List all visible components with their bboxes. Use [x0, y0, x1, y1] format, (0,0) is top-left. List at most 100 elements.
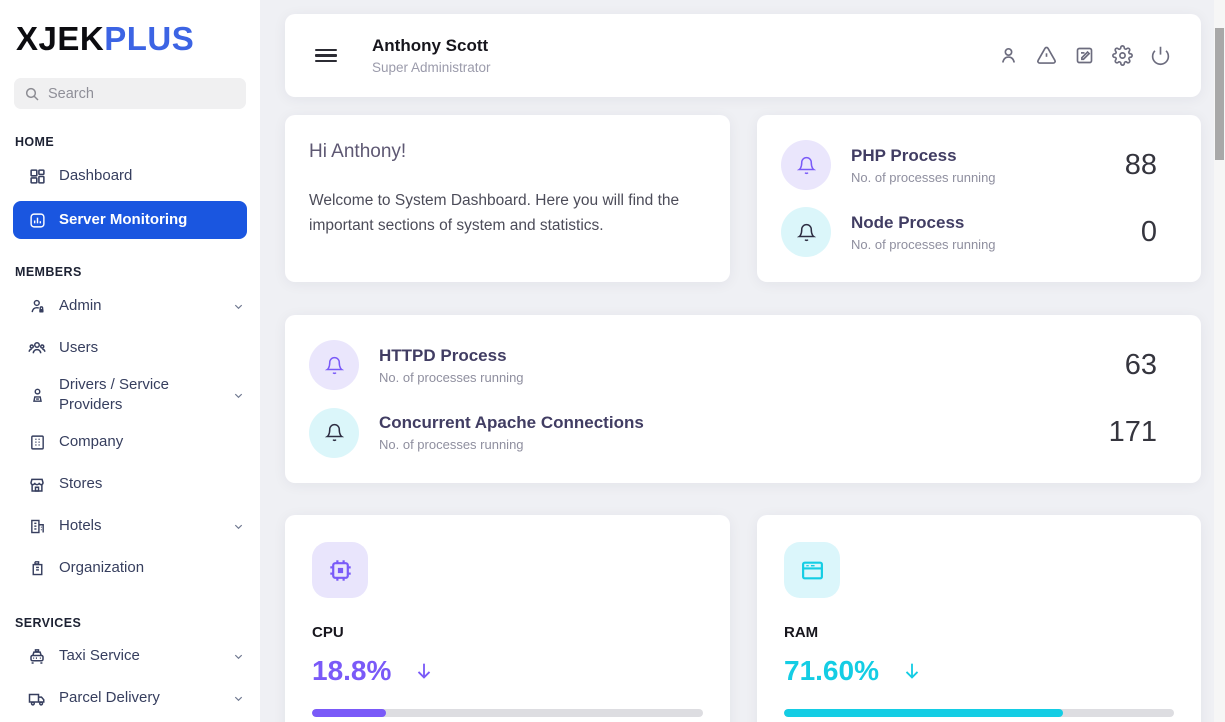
stat-value: 171	[1108, 416, 1157, 449]
hotel-building-icon	[28, 518, 46, 536]
storefront-icon	[28, 476, 46, 494]
scrollbar-thumb[interactable]	[1215, 28, 1224, 160]
user-name: Anthony Scott	[372, 36, 489, 55]
sidebar-item-label: Organization	[59, 559, 145, 577]
cpu-label: CPU	[312, 624, 344, 641]
greeting-text: Hi Anthony!	[309, 141, 407, 162]
chevron-down-icon	[233, 693, 244, 704]
bar-chart-icon	[28, 211, 46, 229]
admin-user-lock-icon	[28, 297, 46, 315]
topbar-actions	[998, 45, 1171, 66]
ram-card: RAM 71.60%	[757, 515, 1201, 722]
brand-logo[interactable]: XJEKPLUS	[0, 0, 260, 64]
stat-row-httpd-process: HTTPD Process No. of processes running 6…	[309, 340, 1177, 391]
page-scrollbar	[1214, 0, 1225, 722]
sidebar-item-taxi-service[interactable]: Taxi Service	[0, 636, 260, 678]
trend-down-icon	[413, 660, 435, 682]
brand-logo-blue: PLUS	[104, 20, 195, 57]
ram-label: RAM	[784, 624, 819, 641]
driver-icon	[28, 386, 46, 404]
sidebar-item-label: Taxi Service	[59, 647, 140, 665]
sidebar: XJEKPLUS HOME Dashboard Server Monitorin…	[0, 0, 260, 722]
bell-icon	[781, 207, 831, 257]
stat-subtitle: No. of processes running	[379, 369, 524, 385]
bell-icon	[309, 407, 359, 458]
menu-toggle-icon[interactable]	[315, 45, 337, 66]
sidebar-item-label: Parcel Delivery	[59, 689, 160, 707]
ram-progress-fill	[784, 709, 1064, 717]
ram-memory-icon	[784, 542, 840, 598]
chevron-down-icon	[233, 521, 244, 532]
chevron-down-icon	[233, 651, 244, 662]
stat-row-php-process: PHP Process No. of processes running 88	[781, 140, 1177, 190]
stat-row-node-process: Node Process No. of processes running 0	[781, 207, 1177, 257]
sidebar-item-hotels[interactable]: Hotels	[0, 506, 260, 548]
sidebar-item-stores[interactable]: Stores	[0, 464, 260, 506]
search-icon	[25, 87, 39, 101]
sidebar-item-label: Admin	[59, 296, 102, 314]
sidebar-item-label: Company	[59, 433, 124, 451]
sidebar-item-dashboard[interactable]: Dashboard	[0, 155, 260, 197]
organization-building-icon	[28, 560, 46, 578]
user-icon[interactable]	[998, 45, 1019, 66]
stat-subtitle: No. of processes running	[851, 236, 996, 252]
brand-logo-dark: XJEK	[16, 20, 105, 57]
sidebar-item-parcel-delivery[interactable]: Parcel Delivery	[0, 678, 260, 720]
settings-gear-icon[interactable]	[1112, 45, 1133, 66]
main-content: Anthony Scott Super Administrator Hi Ant…	[260, 0, 1225, 722]
dashboard-grid-icon	[28, 167, 46, 185]
stat-subtitle: No. of processes running	[851, 169, 996, 185]
company-building-icon	[28, 434, 46, 452]
topbar: Anthony Scott Super Administrator	[285, 14, 1201, 97]
cpu-progress-track	[312, 709, 703, 717]
taxi-icon	[28, 648, 46, 666]
ram-progress-track	[784, 709, 1174, 717]
sidebar-item-label: Hotels	[59, 517, 102, 535]
sidebar-item-label: Users	[59, 338, 99, 356]
delivery-truck-icon	[28, 690, 46, 708]
stat-title: Concurrent Apache Connections	[379, 413, 644, 433]
user-role: Super Administrator	[372, 60, 491, 75]
edit-note-icon[interactable]	[1074, 45, 1095, 66]
trend-down-icon	[901, 660, 923, 682]
bell-icon	[781, 140, 831, 190]
sidebar-section-services: SERVICES	[15, 615, 82, 630]
sidebar-item-admin[interactable]: Admin	[0, 285, 260, 327]
cpu-chip-icon	[312, 542, 368, 598]
welcome-card: Hi Anthony! Welcome to System Dashboard.…	[285, 115, 730, 282]
search-input[interactable]	[48, 85, 236, 102]
power-icon[interactable]	[1150, 45, 1171, 66]
cpu-value: 18.8%	[312, 655, 392, 686]
sidebar-item-drivers-service-providers[interactable]: Drivers / Service Providers	[0, 369, 260, 422]
sidebar-item-server-monitoring[interactable]: Server Monitoring	[13, 201, 247, 239]
stat-value: 88	[1124, 148, 1157, 181]
ram-value-row: 71.60%	[784, 655, 1174, 687]
bell-icon	[309, 340, 359, 391]
stat-title: Node Process	[851, 212, 965, 232]
server-stats-card: HTTPD Process No. of processes running 6…	[285, 315, 1201, 483]
cpu-card: CPU 18.8%	[285, 515, 730, 722]
sidebar-item-company[interactable]: Company	[0, 422, 260, 464]
chevron-down-icon	[233, 301, 244, 312]
stat-subtitle: No. of processes running	[379, 437, 524, 453]
sidebar-item-label: Dashboard	[59, 166, 133, 184]
sidebar-item-label: Drivers / Service Providers	[59, 376, 170, 414]
alert-triangle-icon[interactable]	[1036, 45, 1057, 66]
sidebar-item-label: Stores	[59, 475, 103, 493]
stat-value: 63	[1124, 348, 1157, 381]
users-group-icon	[28, 339, 46, 357]
process-stats-card: PHP Process No. of processes running 88 …	[757, 115, 1201, 282]
sidebar-item-organization[interactable]: Organization	[0, 548, 260, 590]
sidebar-section-members: MEMBERS	[15, 265, 82, 279]
ram-value: 71.60%	[784, 655, 879, 686]
stat-value: 0	[1140, 215, 1157, 248]
stat-row-apache-connections: Concurrent Apache Connections No. of pro…	[309, 407, 1177, 458]
cpu-progress-fill	[312, 709, 386, 717]
chevron-down-icon	[233, 390, 244, 401]
cpu-value-row: 18.8%	[312, 655, 703, 687]
sidebar-item-users[interactable]: Users	[0, 327, 260, 369]
stat-title: HTTPD Process	[379, 345, 507, 365]
sidebar-section-home: HOME	[15, 135, 55, 149]
sidebar-search	[14, 78, 246, 109]
welcome-message: Welcome to System Dashboard. Here you wi…	[309, 192, 680, 235]
